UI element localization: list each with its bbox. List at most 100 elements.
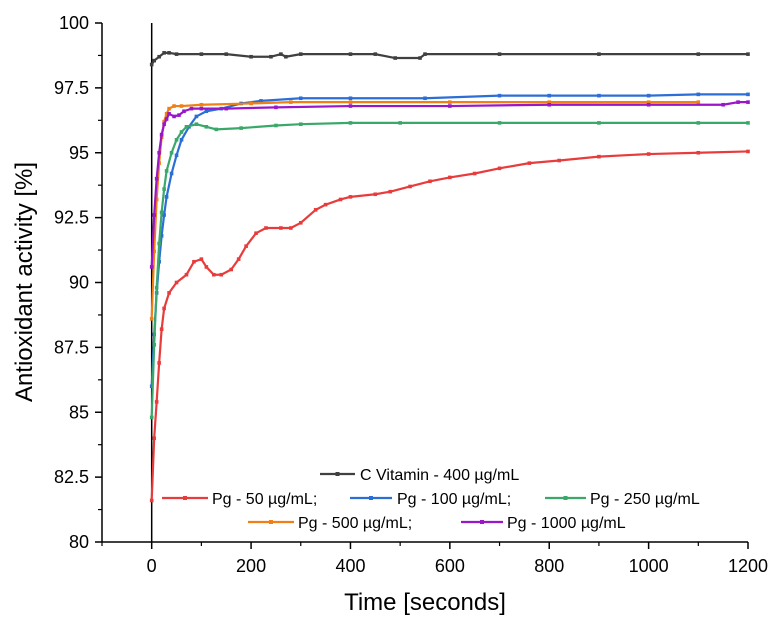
data-point: [547, 100, 552, 104]
data-point: [597, 93, 601, 98]
data-point: [696, 92, 701, 97]
data-point: [162, 119, 166, 124]
data-point: [149, 265, 154, 269]
data-point: [174, 137, 179, 142]
data-point: [746, 52, 750, 56]
data-point: [179, 137, 184, 142]
legend-item: Pg - 50 µg/mL;: [162, 491, 317, 508]
data-point: [149, 62, 154, 67]
data-point: [149, 415, 154, 420]
data-point: [249, 101, 253, 106]
data-point: [229, 267, 233, 272]
data-point: [157, 361, 161, 365]
legend: C Vitamin - 400 µg/mL Pg - 50 µg/mL; Pg - …: [162, 467, 700, 532]
series-line: [150, 150, 749, 501]
series-4: [149, 121, 750, 420]
data-point: [204, 109, 209, 114]
data-point: [746, 121, 750, 125]
data-point: [274, 105, 278, 110]
data-point: [746, 149, 750, 154]
data-point: [154, 176, 159, 181]
data-point: [497, 166, 502, 171]
data-point: [696, 100, 701, 104]
y-tick-label: 85: [69, 402, 89, 422]
series-line: [150, 51, 748, 66]
data-point: [214, 127, 219, 132]
data-point: [162, 122, 166, 127]
data-point: [448, 100, 452, 104]
data-point: [244, 244, 248, 248]
series-layer: [149, 51, 750, 503]
data-point: [199, 102, 204, 107]
y-tick-label: 82.5: [54, 467, 89, 487]
data-point: [388, 189, 393, 194]
data-point: [154, 400, 159, 404]
data-point: [597, 154, 601, 159]
data-point: [167, 112, 171, 116]
data-point: [373, 192, 378, 197]
data-point: [164, 112, 169, 116]
legend-item: C Vitamin - 400 µg/mL: [320, 467, 519, 484]
data-point: [172, 104, 176, 108]
data-point: [289, 226, 293, 230]
x-axis-title: Time [seconds]: [344, 589, 506, 616]
data-point: [152, 249, 156, 254]
data-point: [298, 122, 303, 127]
data-point: [167, 51, 171, 55]
data-point: [149, 317, 154, 321]
data-point: [162, 213, 166, 217]
data-point: [289, 100, 293, 104]
data-point: [212, 272, 216, 277]
data-point: [199, 106, 204, 111]
data-point: [348, 96, 353, 101]
data-point: [746, 100, 750, 104]
data-point: [177, 113, 181, 117]
data-point: [149, 498, 154, 503]
data-point: [269, 54, 273, 59]
data-point: [159, 132, 164, 137]
data-point: [254, 231, 258, 235]
data-point: [179, 104, 184, 108]
legend-marker: [369, 496, 373, 500]
data-point: [279, 226, 283, 230]
legend-label: Pg - 50 µg/mL;: [212, 491, 317, 508]
data-point: [162, 306, 166, 311]
data-point: [194, 122, 199, 127]
data-point: [348, 195, 353, 199]
data-point: [696, 52, 701, 56]
data-point: [646, 102, 651, 107]
data-point: [313, 208, 318, 212]
series-line: [150, 101, 748, 267]
legend-marker: [563, 496, 568, 500]
y-tick-label: 97.5: [54, 78, 89, 98]
x-tick-label: 800: [534, 556, 564, 576]
data-point: [189, 106, 194, 111]
data-point: [428, 179, 432, 184]
data-point: [259, 99, 263, 103]
data-point: [157, 241, 161, 246]
data-point: [174, 280, 179, 285]
data-point: [746, 92, 750, 97]
data-point: [646, 152, 651, 156]
data-point: [184, 272, 189, 277]
data-point: [224, 106, 229, 111]
data-point: [164, 117, 169, 121]
data-point: [219, 272, 224, 277]
data-point: [236, 257, 241, 261]
x-tick-label: 0: [147, 556, 157, 576]
legend-label: C Vitamin - 400 µg/mL: [360, 467, 519, 484]
legend-item: Pg - 500 µg/mL;: [248, 515, 412, 532]
data-point: [323, 202, 328, 207]
data-point: [646, 93, 651, 98]
data-point: [179, 130, 184, 134]
data-point: [721, 102, 725, 107]
data-point: [408, 184, 412, 189]
legend-marker: [183, 496, 187, 500]
series-line: [150, 121, 748, 418]
data-point: [159, 210, 164, 215]
x-tick-label: 200: [236, 556, 266, 576]
x-tick-label: 1000: [629, 556, 669, 576]
data-point: [204, 125, 209, 129]
data-point: [696, 121, 701, 125]
